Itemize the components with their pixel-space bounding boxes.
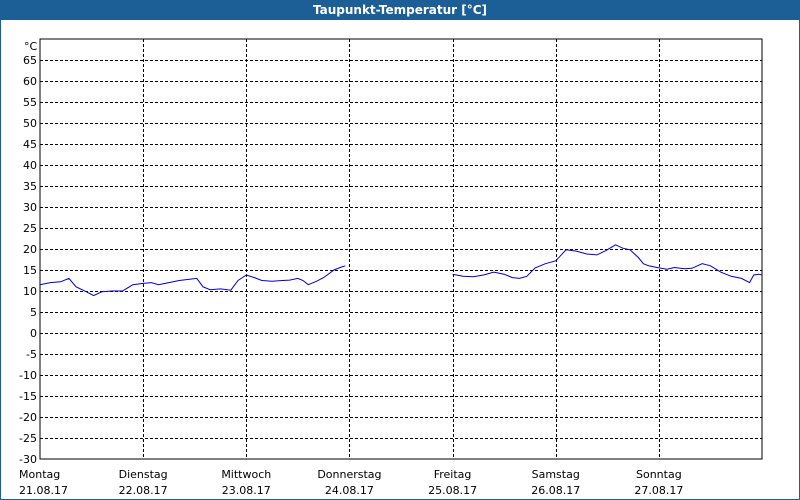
series-line-segment: [39, 265, 346, 297]
y-tick-label: 15: [23, 264, 37, 277]
x-tick-date-label: 23.08.17: [222, 484, 271, 497]
x-tick-day-label: Donnerstag: [317, 468, 381, 481]
y-tick-label: 45: [23, 138, 37, 151]
y-tick-label: 0: [30, 327, 37, 340]
chart-title: Taupunkt-Temperatur [°C]: [0, 0, 800, 20]
y-tick-label: -15: [19, 390, 37, 403]
y-tick-label: 25: [23, 222, 37, 235]
x-tick-day-label: Dienstag: [119, 468, 168, 481]
x-tick-date-label: 22.08.17: [119, 484, 168, 497]
x-tick-date-label: 24.08.17: [325, 484, 374, 497]
y-tick-label: 65: [23, 54, 37, 67]
x-tick-labels: Montag 21.08.17 Dienstag 22.08.17 Mittwoch 23…: [19, 468, 683, 497]
y-tick-label: 10: [23, 285, 37, 298]
series-layer: [39, 244, 763, 297]
x-tick-date-label: 21.08.17: [19, 484, 68, 497]
x-tick-day-label: Samstag: [532, 468, 580, 481]
y-tick-label: 60: [23, 75, 37, 88]
y-tick-label: 50: [23, 117, 37, 130]
x-tick-day-label: Sonntag: [636, 468, 682, 481]
y-tick-labels: 65605550454035302520151050-5-10-15-20-25…: [19, 54, 37, 466]
x-tick-date-label: 26.08.17: [531, 484, 580, 497]
y-tick-label: 35: [23, 180, 37, 193]
y-tick-label: 20: [23, 243, 37, 256]
x-tick-day-label: Freitag: [434, 468, 472, 481]
y-tick-label: -20: [19, 411, 37, 424]
y-tick-label: -30: [19, 453, 37, 466]
grid-layer: [40, 39, 762, 459]
x-tick-day-label: Mittwoch: [221, 468, 271, 481]
y-tick-label: 40: [23, 159, 37, 172]
x-tick-day-label: Montag: [19, 468, 60, 481]
y-tick-label: -25: [19, 432, 37, 445]
y-tick-label: 5: [30, 306, 37, 319]
y-tick-label: -10: [19, 369, 37, 382]
x-tick-date-label: 27.08.17: [634, 484, 683, 497]
y-tick-label: 55: [23, 96, 37, 109]
x-tick-date-label: 25.08.17: [428, 484, 477, 497]
y-tick-label: -5: [26, 348, 37, 361]
series-line-segment: [452, 244, 763, 284]
y-axis-unit-label: °C: [24, 40, 38, 53]
y-tick-label: 30: [23, 201, 37, 214]
